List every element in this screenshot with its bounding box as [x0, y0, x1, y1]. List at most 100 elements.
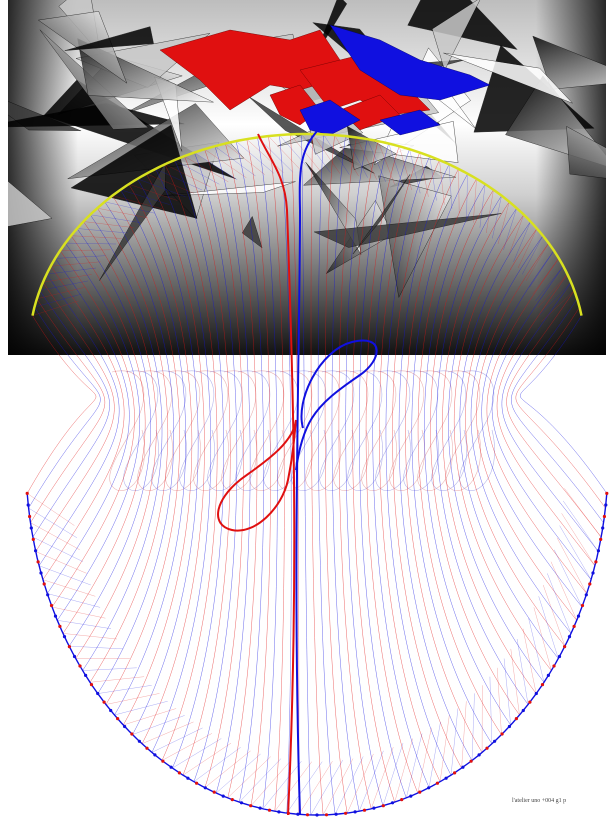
strand	[75, 221, 157, 659]
lattice-line	[204, 750, 251, 788]
rim-dot	[534, 691, 538, 696]
strand	[97, 201, 174, 694]
rim-dot	[435, 781, 439, 785]
lattice-line	[161, 733, 212, 761]
strand	[511, 298, 604, 523]
lattice-line	[120, 189, 170, 205]
rim-dot	[67, 645, 71, 649]
gray-shard	[352, 174, 411, 255]
strand	[257, 137, 278, 809]
rim-dot	[444, 776, 448, 780]
gray-shard	[313, 213, 502, 248]
lattice-line	[286, 761, 323, 814]
gray-shard	[532, 35, 606, 90]
strand	[151, 168, 211, 753]
lattice-line	[290, 134, 322, 173]
strand	[379, 152, 441, 782]
rim-dot	[161, 759, 165, 763]
lattice-line	[164, 164, 211, 188]
lattice-line	[268, 135, 303, 172]
lattice-line	[522, 235, 544, 275]
rim-dot	[84, 673, 88, 678]
lattice-line	[104, 201, 155, 214]
lattice-line	[32, 536, 84, 562]
rim-dot	[596, 549, 601, 553]
rim-dot	[591, 571, 595, 575]
strand	[317, 134, 336, 815]
ghost-loops	[109, 370, 495, 491]
lattice-line	[347, 753, 374, 814]
lattice-line	[486, 189, 494, 234]
ghost-loop	[459, 370, 495, 491]
strand	[172, 160, 224, 769]
lattice-line	[466, 173, 468, 218]
rim-dot	[344, 811, 348, 815]
lattice-line	[227, 756, 271, 799]
rim-dot	[39, 571, 43, 575]
lattice-line	[132, 715, 185, 735]
rim-dot	[186, 776, 190, 780]
lattice-line	[503, 658, 511, 726]
lattice-line	[429, 156, 437, 201]
lattice-line	[559, 525, 592, 580]
lattice-line	[194, 152, 238, 180]
rim-dot	[602, 514, 607, 519]
rim-dot	[362, 808, 367, 812]
rim-dot	[258, 806, 262, 810]
rim-dot	[102, 700, 106, 704]
ghost-loop	[333, 370, 369, 491]
top-shards-group	[8, 0, 606, 355]
ghost-loop	[389, 370, 425, 491]
ghost-loop	[123, 370, 159, 491]
rim-dot	[576, 614, 581, 618]
strand	[442, 201, 537, 694]
strand	[82, 214, 163, 671]
lattice-line	[214, 146, 256, 177]
strand	[27, 315, 97, 494]
strand	[506, 290, 602, 538]
lattice-line	[563, 500, 599, 552]
rim-dot	[130, 732, 134, 736]
lattice-line	[461, 701, 467, 769]
strand	[470, 235, 572, 634]
rim-dot	[353, 810, 357, 814]
rim-dot	[521, 708, 525, 713]
red-spine	[257, 133, 296, 816]
ghost-loop	[249, 370, 285, 491]
lattice-line	[97, 685, 152, 694]
rim-dot	[89, 683, 94, 687]
lattice-line	[50, 261, 101, 267]
lattice-line	[47, 593, 101, 608]
strand	[411, 173, 493, 744]
strand	[68, 228, 151, 647]
strand	[385, 156, 452, 776]
strand	[345, 139, 384, 806]
yellow-top-rim	[31, 132, 583, 316]
strand	[481, 250, 583, 608]
lattice-line	[89, 676, 145, 683]
rim-dot	[46, 593, 50, 597]
rim-dot	[123, 724, 127, 729]
rim-dot	[28, 514, 32, 519]
lattice-line	[137, 178, 186, 197]
lattice-line	[503, 208, 517, 250]
lattice-line	[539, 282, 572, 315]
strand	[246, 139, 271, 806]
strand	[496, 274, 596, 566]
lattice-line	[42, 274, 92, 283]
lattice-line	[356, 137, 377, 180]
strand	[352, 141, 395, 803]
strand	[268, 136, 285, 812]
gray-shard	[99, 161, 166, 281]
strand	[193, 152, 238, 782]
lattice-line	[65, 242, 117, 245]
strand	[105, 195, 180, 705]
ghost-loop	[221, 370, 257, 491]
rim-dot	[195, 781, 199, 785]
rim-dot	[72, 654, 77, 659]
lattice-line	[76, 228, 128, 234]
lattice-line	[182, 742, 232, 776]
lattice-line	[323, 134, 350, 175]
lattice-line	[522, 628, 537, 694]
lattice-line	[193, 747, 241, 782]
